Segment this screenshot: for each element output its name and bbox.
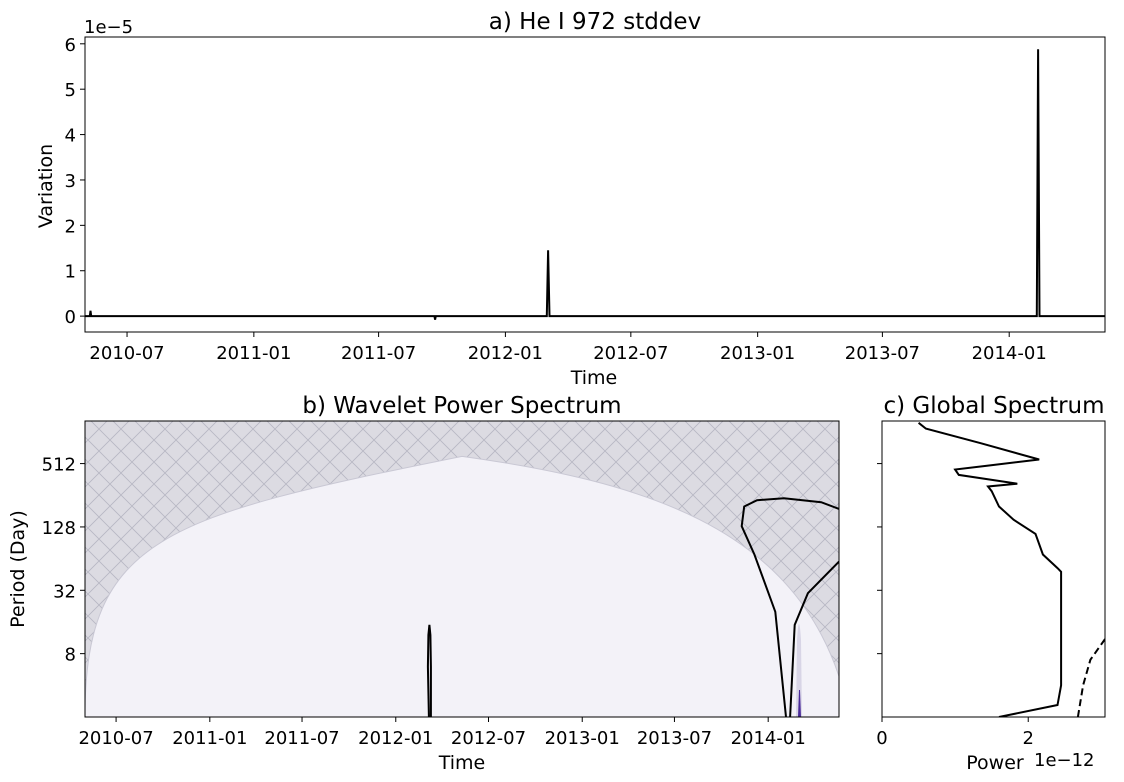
x-tick-label: 2011-07 [264,728,339,749]
significance-contour [740,497,839,717]
y-tick-label: 4 [65,126,76,147]
panel-a-frame [84,36,1106,333]
x-tick-label: 2012-07 [451,728,526,749]
power-peak [798,690,801,717]
significance-line [1076,638,1105,717]
panel-c-series [917,422,1105,717]
panel-a-y-ticks: 0 1 2 3 4 5 6 [65,35,85,328]
y-tick-label: 2 [65,216,76,237]
x-tick-label: 2012-07 [593,343,668,364]
x-tick-label: 2013-01 [545,728,620,749]
x-tick-label: 0 [876,728,887,749]
global-spectrum-line [917,422,1063,717]
panel-b-title: b) Wavelet Power Spectrum [302,393,621,419]
panel-a-offset-text: 1e−5 [84,17,133,38]
panel-c-y-ticks [877,463,882,655]
panel-b-x-label: Time [438,752,486,774]
x-tick-label: 2012-01 [358,728,433,749]
y-tick-label: 3 [65,171,76,192]
panel-c-x-label: Power [966,752,1024,774]
panel-c-title: c) Global Spectrum [883,393,1104,419]
panel-a-x-label: Time [570,367,618,389]
significance-contour [426,624,432,717]
x-tick-label: 2011-01 [216,343,291,364]
y-tick-label: 5 [65,80,76,101]
x-tick-label: 2012-01 [468,343,543,364]
panel-a-title: a) He I 972 stddev [489,9,701,35]
series-line [85,49,1105,320]
significance-contours [426,497,839,717]
x-tick-label: 2014-01 [731,728,806,749]
x-tick-label: 2010-07 [78,728,153,749]
y-tick-label: 512 [42,455,76,476]
x-tick-label: 2014-01 [972,343,1047,364]
x-tick-label: 2011-01 [172,728,247,749]
y-tick-label: 6 [65,35,76,56]
panel-c-frame [881,420,1106,718]
x-tick-label: 2011-07 [341,343,416,364]
y-tick-label: 0 [65,307,76,328]
significance-contour [789,560,839,717]
x-tick-label: 2013-07 [637,728,712,749]
x-tick-label: 2 [1023,728,1034,749]
y-tick-label: 8 [65,645,76,666]
panel-a-y-label: Variation [35,144,57,228]
panel-b-x-ticks: 2010-07 2011-01 2011-07 2012-01 2012-07 2013-… [78,717,806,749]
cone-of-influence [85,455,839,717]
panel-a-series [85,49,1105,320]
panel-c-offset-text: 1e−12 [1034,750,1095,771]
x-tick-label: 2013-07 [845,343,920,364]
y-tick-label: 1 [65,262,76,283]
x-tick-label: 2013-01 [720,343,795,364]
power-spike [796,624,802,717]
panel-b-frame [84,420,840,718]
panel-a-x-ticks: 2010-07 2011-01 2011-07 2012-01 2012-07 2013-… [89,332,1047,364]
panel-b: b) Wavelet Power Spectrum 2010-07 2011-01… [7,393,840,774]
y-tick-label: 32 [53,581,76,602]
panel-b-y-ticks: 8 32 128 512 [42,455,85,666]
panel-a: a) He I 972 stddev 1e−5 2010-07 2011-01 20… [35,9,1106,389]
panel-b-y-label: Period (Day) [7,510,29,628]
y-tick-label: 128 [42,518,76,539]
x-tick-label: 2010-07 [89,343,164,364]
